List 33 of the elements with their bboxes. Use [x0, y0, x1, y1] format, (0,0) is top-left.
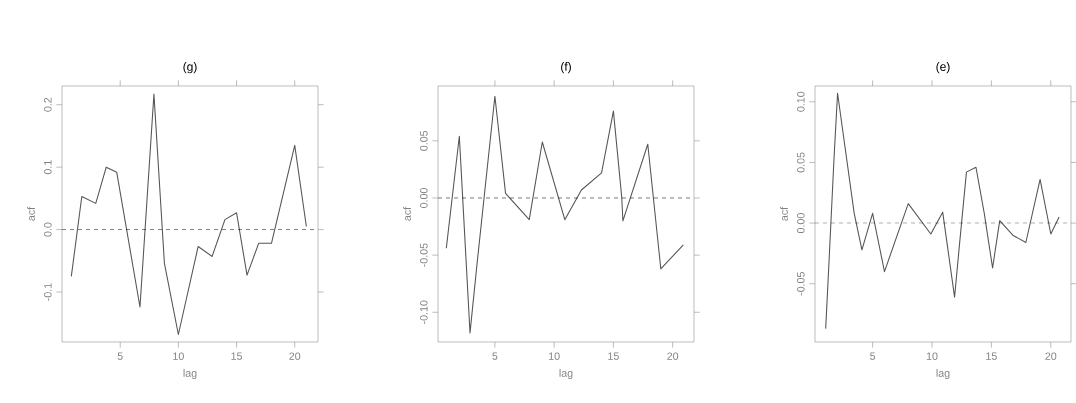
y-tick-label: -0.10	[420, 300, 428, 324]
x-tick-label: 10	[549, 352, 560, 360]
chart-title: (f)	[561, 62, 571, 74]
x-axis-title: lag	[183, 369, 197, 380]
y-tick-label: -0.05	[797, 272, 805, 296]
y-axis-title: acf	[780, 206, 788, 221]
x-tick-label: 15	[608, 352, 619, 360]
y-tick-label: 0.05	[797, 152, 805, 173]
x-tick-label: 10	[926, 352, 938, 360]
x-axis-title: lag	[559, 369, 573, 380]
y-tick-label: -0.1	[44, 283, 52, 301]
x-tick-label: 20	[1045, 352, 1057, 360]
y-tick-label: 0.10	[797, 91, 805, 112]
y-axis-title: acf	[27, 206, 35, 221]
y-tick-label: 0.00	[797, 213, 805, 234]
x-tick-label: 10	[173, 352, 184, 360]
y-tick-label: 0.1	[44, 160, 52, 175]
x-tick-label: 5	[117, 352, 123, 360]
x-tick-label: 20	[667, 352, 679, 360]
x-tick-label: 15	[986, 352, 997, 360]
chart-title: (e)	[936, 62, 950, 74]
x-tick-label: 20	[289, 352, 301, 360]
x-tick-label: 5	[870, 352, 876, 360]
chart-title: (g)	[183, 62, 197, 74]
y-tick-label: 0.2	[44, 97, 52, 112]
y-tick-label: 0.00	[420, 188, 428, 208]
y-tick-label: 0.05	[420, 130, 428, 151]
y-tick-label: -0.05	[420, 243, 428, 267]
x-tick-label: 15	[231, 352, 243, 360]
x-axis-title: lag	[936, 369, 950, 380]
x-tick-label: 5	[492, 352, 498, 360]
y-tick-label: 0.0	[44, 222, 52, 237]
y-axis-title: acf	[403, 206, 411, 221]
